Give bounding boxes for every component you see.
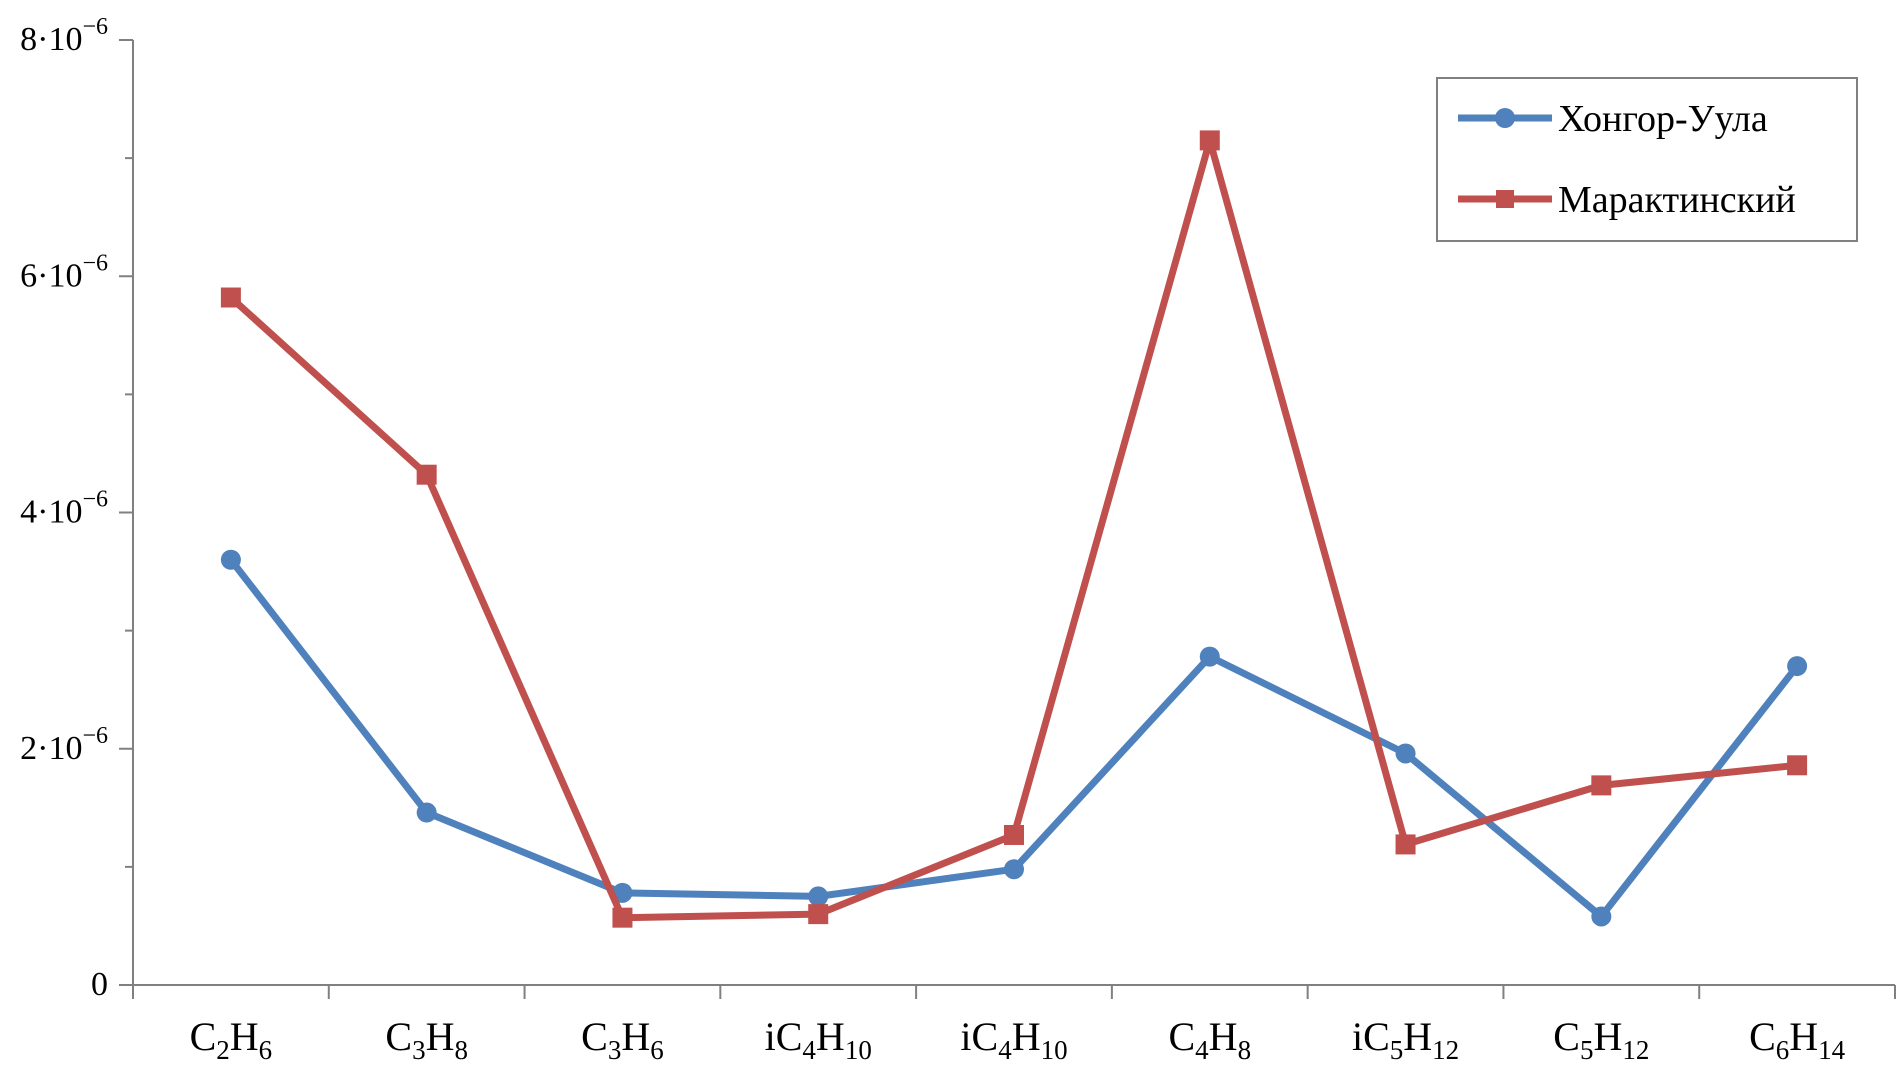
x-tick-text: C (385, 1014, 412, 1059)
x-tick-subscript: 6 (259, 1035, 273, 1065)
series-layer (220, 130, 1808, 928)
x-tick-subscript: 6 (650, 1035, 664, 1065)
x-tick-text: H (230, 1014, 259, 1059)
x-tick-text: H (1209, 1014, 1238, 1059)
data-point-maraktinsky (416, 464, 437, 485)
x-tick-label: C6H14 (1749, 1014, 1846, 1065)
x-tick-label: C3H8 (385, 1014, 468, 1065)
x-tick-text: H (426, 1014, 455, 1059)
x-tick-subscript: 4 (1195, 1035, 1209, 1065)
x-tick-text: C (581, 1014, 608, 1059)
x-tick-subscript: 5 (1390, 1035, 1404, 1065)
y-tick-label: 0 (91, 966, 108, 1003)
y-tick-exponent: −6 (82, 487, 108, 513)
data-point-khongor (416, 802, 437, 823)
x-tick-text: C (1553, 1014, 1580, 1059)
y-tick-label: 4·10−6 (20, 487, 108, 531)
x-tick-text: iC (765, 1014, 803, 1059)
x-tick-text: H (1593, 1014, 1622, 1059)
x-tick-subscript: 4 (802, 1035, 816, 1065)
x-tick-text: iC (960, 1014, 998, 1059)
x-tick-subscript: 10 (845, 1035, 872, 1065)
x-tick-label: C5H12 (1553, 1014, 1649, 1065)
x-tick-text: C (190, 1014, 217, 1059)
x-tick-label: iC4H10 (960, 1014, 1067, 1065)
data-point-khongor (808, 886, 829, 907)
x-tick-subscript: 6 (1776, 1035, 1790, 1065)
x-tick-subscript: 8 (454, 1035, 468, 1065)
x-tick-subscript: 12 (1432, 1035, 1459, 1065)
x-tick-text: iC (1352, 1014, 1390, 1059)
x-tick-label: iC5H12 (1352, 1014, 1459, 1065)
y-tick-label: 8·10−6 (20, 14, 108, 58)
x-tick-label: iC4H10 (765, 1014, 872, 1065)
x-tick-text: H (1012, 1014, 1041, 1059)
data-point-maraktinsky (1395, 834, 1416, 855)
legend: Хонгор-Уула Марактинский (1436, 77, 1858, 242)
series-line-maraktinsky (228, 136, 1798, 922)
x-tick-subscript: 12 (1622, 1035, 1649, 1065)
x-tick-label: C2H6 (190, 1014, 273, 1065)
legend-label-khongor: Хонгор-Уула (1558, 98, 1768, 140)
y-tick-label: 2·10−6 (20, 723, 108, 767)
x-tick-text: H (1403, 1014, 1432, 1059)
x-tick-text: H (621, 1014, 650, 1059)
y-tick-label: 6·10−6 (20, 250, 108, 294)
x-tick-subscript: 3 (412, 1035, 426, 1065)
legend-marker-maraktinsky (1496, 190, 1514, 208)
data-point-khongor (1787, 656, 1808, 677)
legend-label-maraktinsky: Марактинский (1558, 179, 1796, 221)
y-tick-mantissa: 8·10 (20, 21, 82, 58)
x-tick-subscript: 3 (608, 1035, 622, 1065)
x-tick-subscript: 8 (1238, 1035, 1252, 1065)
y-tick-exponent: −6 (82, 723, 108, 749)
data-point-khongor (1395, 743, 1416, 764)
data-point-maraktinsky (1199, 130, 1220, 151)
data-point-maraktinsky (1591, 775, 1612, 796)
data-point-maraktinsky (1004, 824, 1024, 845)
x-tick-text: C (1168, 1014, 1195, 1059)
data-point-khongor (1591, 906, 1612, 927)
x-tick-text: H (1789, 1014, 1818, 1059)
y-tick-exponent: −6 (82, 14, 108, 40)
data-point-maraktinsky (1787, 755, 1808, 776)
data-point-khongor (1199, 646, 1220, 667)
data-point-maraktinsky (220, 287, 241, 308)
y-tick-mantissa: 2·10 (20, 730, 82, 767)
x-tick-label: C4H8 (1168, 1014, 1251, 1065)
data-point-maraktinsky (808, 904, 829, 925)
x-tick-label: C3H6 (581, 1014, 664, 1065)
x-tick-subscript: 4 (998, 1035, 1012, 1065)
x-tick-text: C (1749, 1014, 1776, 1059)
legend-marker-khongor (1495, 108, 1515, 128)
y-tick-mantissa: 4·10 (20, 494, 82, 531)
legend-box (1436, 77, 1858, 242)
x-tick-subscript: 10 (1041, 1035, 1068, 1065)
data-point-khongor (1004, 859, 1024, 880)
x-tick-subscript: 5 (1580, 1035, 1594, 1065)
data-point-khongor (220, 549, 241, 570)
x-tick-subscript: 2 (216, 1035, 230, 1065)
y-tick-mantissa: 6·10 (20, 257, 82, 294)
data-point-maraktinsky (612, 907, 633, 928)
y-tick-exponent: −6 (82, 250, 108, 276)
x-tick-subscript: 14 (1818, 1035, 1846, 1065)
x-tick-text: H (816, 1014, 845, 1059)
